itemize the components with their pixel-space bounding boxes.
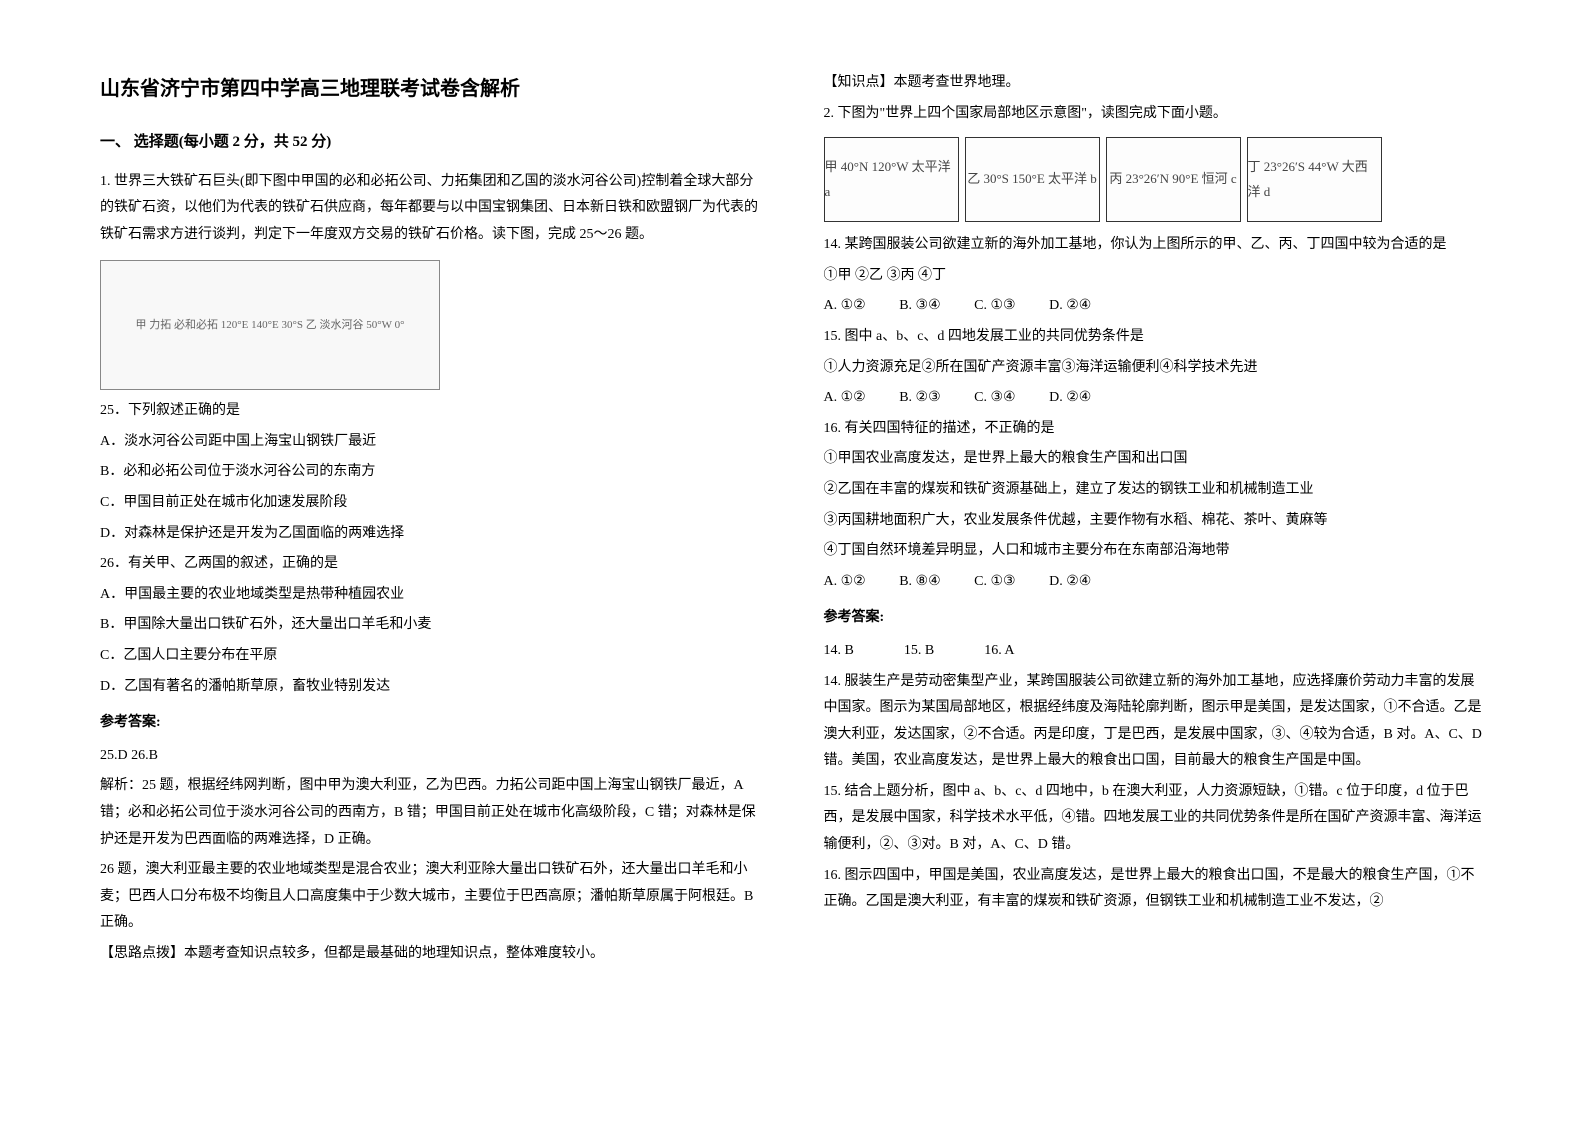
q16-4: ④丁国自然环境差异明显，人口和城市主要分布在东南部沿海地带 xyxy=(824,538,1488,565)
answers-14-16: 14. B 15. B 16. A xyxy=(824,638,1488,665)
q14-stem: 14. 某跨国服装公司欲建立新的海外加工基地，你认为上图所示的甲、乙、丙、丁四国… xyxy=(824,232,1488,259)
q16-2: ②乙国在丰富的煤炭和铁矿资源基础上，建立了发达的钢铁工业和机械制造工业 xyxy=(824,477,1488,504)
answer-25-26: 25.D 26.B xyxy=(100,743,764,770)
answer-label-1: 参考答案: xyxy=(100,710,764,737)
map-jia: 甲 40°N 120°W 太平洋 a xyxy=(824,137,959,222)
q25-opt-c: C．甲国目前正处在城市化加速发展阶段 xyxy=(100,490,764,517)
q16-stem: 16. 有关四国特征的描述，不正确的是 xyxy=(824,416,1488,443)
q14-a: A. ①② xyxy=(824,298,866,313)
q14-c: C. ①③ xyxy=(974,298,1015,313)
figure-1: 甲 力拓 必和必拓 120°E 140°E 30°S 乙 淡水河谷 50°W 0… xyxy=(100,260,440,390)
q25-stem: 25．下列叙述正确的是 xyxy=(100,398,764,425)
doc-title: 山东省济宁市第四中学高三地理联考试卷含解析 xyxy=(100,70,764,108)
q25-opt-d: D．对森林是保护还是开发为乙国面临的两难选择 xyxy=(100,521,764,548)
q1-intro: 1. 世界三大铁矿石巨头(即下图中甲国的必和必拓公司、力拓集团和乙国的淡水河谷公… xyxy=(100,169,764,249)
q16-a: A. ①② xyxy=(824,574,866,589)
left-column: 山东省济宁市第四中学高三地理联考试卷含解析 一、 选择题(每小题 2 分，共 5… xyxy=(100,70,764,1052)
q2-intro: 2. 下图为"世界上四个国家局部地区示意图"，读图完成下面小题。 xyxy=(824,101,1488,128)
explain-15: 15. 结合上题分析，图中 a、b、c、d 四地中，b 在澳大利亚，人力资源短缺… xyxy=(824,779,1488,859)
answer-label-2: 参考答案: xyxy=(824,605,1488,632)
ans14: 14. B xyxy=(824,638,854,665)
q14-choices-line: ①甲 ②乙 ③丙 ④丁 xyxy=(824,263,1488,290)
q14-d: D. ②④ xyxy=(1049,298,1091,313)
explain-14: 14. 服装生产是劳动密集型产业，某跨国服装公司欲建立新的海外加工基地，应选择廉… xyxy=(824,669,1488,775)
q15-stem: 15. 图中 a、b、c、d 四地发展工业的共同优势条件是 xyxy=(824,324,1488,351)
map-yi: 乙 30°S 150°E 太平洋 b xyxy=(965,137,1100,222)
thought-hint: 【思路点拨】本题考查知识点较多，但都是最基础的地理知识点，整体难度较小。 xyxy=(100,941,764,968)
explain-26: 26 题，澳大利亚最主要的农业地域类型是混合农业；澳大利亚除大量出口铁矿石外，还… xyxy=(100,857,764,937)
explain-16: 16. 图示四国中，甲国是美国，农业高度发达，是世界上最大的粮食出口国，不是最大… xyxy=(824,863,1488,916)
q14-options: A. ①② B. ③④ C. ①③ D. ②④ xyxy=(824,293,1488,320)
q26-opt-c: C．乙国人口主要分布在平原 xyxy=(100,643,764,670)
explain-25: 解析：25 题，根据经纬网判断，图中甲为澳大利亚，乙为巴西。力拓公司距中国上海宝… xyxy=(100,773,764,853)
q26-opt-b: B．甲国除大量出口铁矿石外，还大量出口羊毛和小麦 xyxy=(100,612,764,639)
ans16: 16. A xyxy=(984,638,1014,665)
section-1-heading: 一、 选择题(每小题 2 分，共 52 分) xyxy=(100,128,764,157)
q16-3: ③丙国耕地面积广大，农业发展条件优越，主要作物有水稻、棉花、茶叶、黄麻等 xyxy=(824,508,1488,535)
ans15: 15. B xyxy=(904,638,934,665)
q25-opt-a: A．淡水河谷公司距中国上海宝山钢铁厂最近 xyxy=(100,429,764,456)
q26-stem: 26．有关甲、乙两国的叙述，正确的是 xyxy=(100,551,764,578)
q15-b: B. ②③ xyxy=(899,390,940,405)
q15-line: ①人力资源充足②所在国矿产资源丰富③海洋运输便利④科学技术先进 xyxy=(824,355,1488,382)
q15-c: C. ③④ xyxy=(974,390,1015,405)
q15-a: A. ①② xyxy=(824,390,866,405)
maps-row: 甲 40°N 120°W 太平洋 a 乙 30°S 150°E 太平洋 b 丙 … xyxy=(824,137,1488,222)
q14-b: B. ③④ xyxy=(899,298,940,313)
q15-options: A. ①② B. ②③ C. ③④ D. ②④ xyxy=(824,385,1488,412)
q16-c: C. ①③ xyxy=(974,574,1015,589)
map-ding: 丁 23°26′S 44°W 大西洋 d xyxy=(1247,137,1382,222)
right-column: 【知识点】本题考查世界地理。 2. 下图为"世界上四个国家局部地区示意图"，读图… xyxy=(824,70,1488,1052)
knowledge-point: 【知识点】本题考查世界地理。 xyxy=(824,70,1488,97)
q16-b: B. ⑧④ xyxy=(899,574,940,589)
q26-opt-d: D．乙国有著名的潘帕斯草原，畜牧业特别发达 xyxy=(100,674,764,701)
map-bing: 丙 23°26′N 90°E 恒河 c xyxy=(1106,137,1241,222)
q26-opt-a: A．甲国最主要的农业地域类型是热带种植园农业 xyxy=(100,582,764,609)
q16-1: ①甲国农业高度发达，是世界上最大的粮食生产国和出口国 xyxy=(824,446,1488,473)
q16-options: A. ①② B. ⑧④ C. ①③ D. ②④ xyxy=(824,569,1488,596)
q16-d: D. ②④ xyxy=(1049,574,1091,589)
q15-d: D. ②④ xyxy=(1049,390,1091,405)
q25-opt-b: B．必和必拓公司位于淡水河谷公司的东南方 xyxy=(100,459,764,486)
